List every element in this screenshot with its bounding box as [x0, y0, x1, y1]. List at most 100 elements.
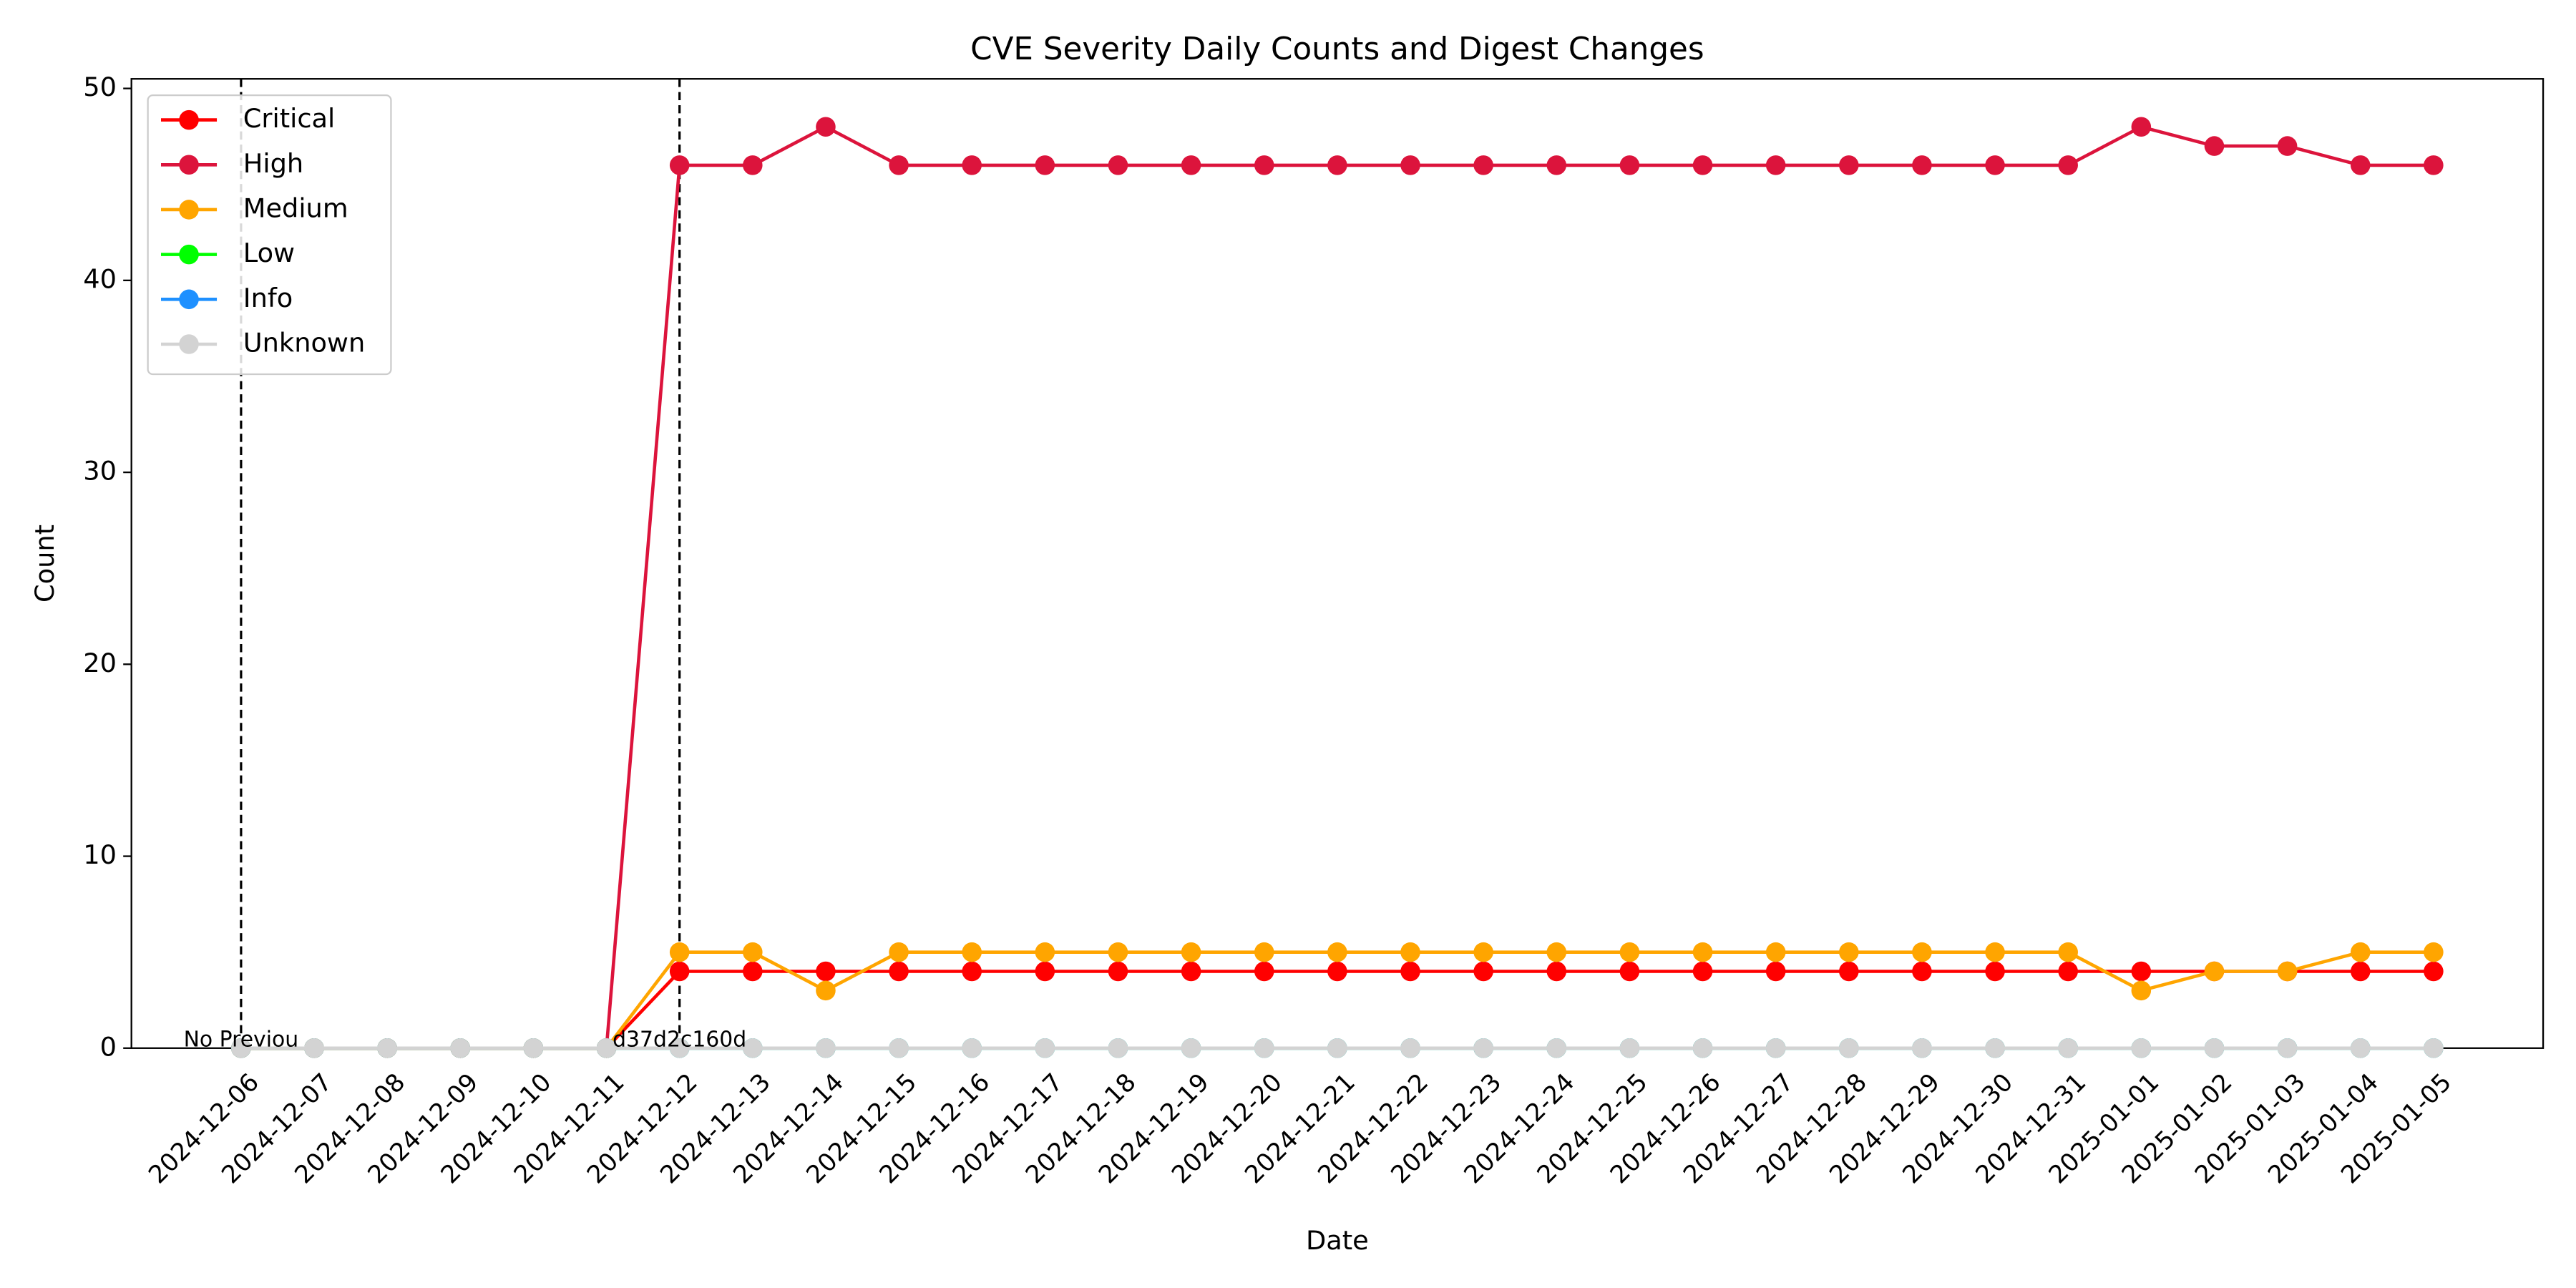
data-point: [1254, 1038, 1274, 1058]
data-point: [1327, 961, 1347, 982]
data-point: [377, 1038, 397, 1058]
data-point: [1765, 155, 1786, 175]
annotation-label: d37d2c160d: [613, 1028, 746, 1053]
data-point: [1839, 155, 1859, 175]
data-point: [2350, 1038, 2371, 1058]
data-point: [1546, 1038, 1567, 1058]
data-point: [2350, 155, 2371, 175]
data-point: [1108, 942, 1128, 962]
data-point: [962, 942, 982, 962]
legend-label: High: [243, 148, 303, 179]
legend-label: Low: [243, 238, 295, 268]
legend-swatch-marker: [179, 244, 199, 265]
data-point: [1546, 155, 1567, 175]
chart-title: CVE Severity Daily Counts and Digest Cha…: [970, 31, 1704, 67]
legend-swatch-marker: [179, 334, 199, 354]
data-point: [2131, 961, 2152, 982]
data-point: [2058, 1038, 2078, 1058]
data-point: [2277, 1038, 2298, 1058]
data-point: [2277, 961, 2298, 982]
data-point: [743, 155, 763, 175]
data-point: [816, 1038, 836, 1058]
data-point: [743, 961, 763, 982]
data-point: [1692, 1038, 1713, 1058]
data-point: [1400, 1038, 1420, 1058]
data-point: [2204, 136, 2225, 156]
data-point: [669, 155, 690, 175]
data-point: [816, 117, 836, 137]
data-point: [1108, 1038, 1128, 1058]
y-tick-label: 20: [83, 648, 117, 678]
data-point: [2204, 1038, 2225, 1058]
data-point: [2350, 942, 2371, 962]
data-point: [962, 155, 982, 175]
data-point: [2204, 961, 2225, 982]
data-point: [2424, 1038, 2444, 1058]
y-axis-label: Count: [29, 525, 60, 602]
legend-swatch-marker: [179, 155, 199, 175]
data-point: [1400, 155, 1420, 175]
data-point: [2424, 155, 2444, 175]
data-point: [1692, 942, 1713, 962]
data-point: [816, 961, 836, 982]
data-point: [1912, 155, 1932, 175]
data-point: [1473, 1038, 1493, 1058]
data-point: [1765, 942, 1786, 962]
legend-swatch-marker: [179, 289, 199, 310]
data-point: [523, 1038, 544, 1058]
y-tick-label: 0: [100, 1031, 117, 1062]
data-point: [1400, 961, 1420, 982]
data-point: [669, 1038, 690, 1058]
data-point: [1619, 1038, 1640, 1058]
data-point: [669, 961, 690, 982]
data-point: [1985, 961, 2005, 982]
data-point: [2277, 136, 2298, 156]
y-tick-label: 50: [83, 72, 117, 102]
data-point: [450, 1038, 471, 1058]
data-point: [1546, 942, 1567, 962]
data-point: [962, 1038, 982, 1058]
data-point: [889, 1038, 909, 1058]
data-point: [2350, 961, 2371, 982]
data-point: [1765, 961, 1786, 982]
data-point: [1619, 155, 1640, 175]
plot-frame: [130, 78, 2545, 1049]
data-point: [1912, 1038, 1932, 1058]
data-point: [1912, 961, 1932, 982]
data-point: [1619, 942, 1640, 962]
data-point: [743, 942, 763, 962]
x-axis-label: Date: [1306, 1225, 1369, 1256]
data-point: [816, 980, 836, 1001]
data-point: [1254, 961, 1274, 982]
data-point: [2131, 980, 2152, 1001]
series-line: [240, 970, 2434, 1050]
data-point: [1473, 961, 1493, 982]
data-point: [962, 961, 982, 982]
data-point: [1985, 155, 2005, 175]
legend-swatch-marker: [179, 109, 199, 130]
legend-swatch-marker: [179, 200, 199, 220]
data-point: [1181, 961, 1201, 982]
data-point: [2058, 942, 2078, 962]
data-point: [1327, 155, 1347, 175]
data-point: [1181, 942, 1201, 962]
data-point: [743, 1038, 763, 1058]
data-point: [1473, 942, 1493, 962]
y-tick-label: 10: [83, 839, 117, 870]
data-point: [304, 1038, 324, 1058]
data-point: [889, 961, 909, 982]
data-point: [1546, 961, 1567, 982]
legend-label: Info: [243, 283, 293, 313]
data-point: [1839, 961, 1859, 982]
data-point: [1181, 1038, 1201, 1058]
data-point: [2131, 117, 2152, 137]
data-point: [1839, 942, 1859, 962]
data-point: [1839, 1038, 1859, 1058]
annotation-label: No Previou: [184, 1028, 299, 1053]
data-point: [1692, 155, 1713, 175]
data-point: [231, 1038, 251, 1058]
data-point: [1985, 942, 2005, 962]
data-point: [1254, 155, 1274, 175]
data-point: [1035, 961, 1055, 982]
